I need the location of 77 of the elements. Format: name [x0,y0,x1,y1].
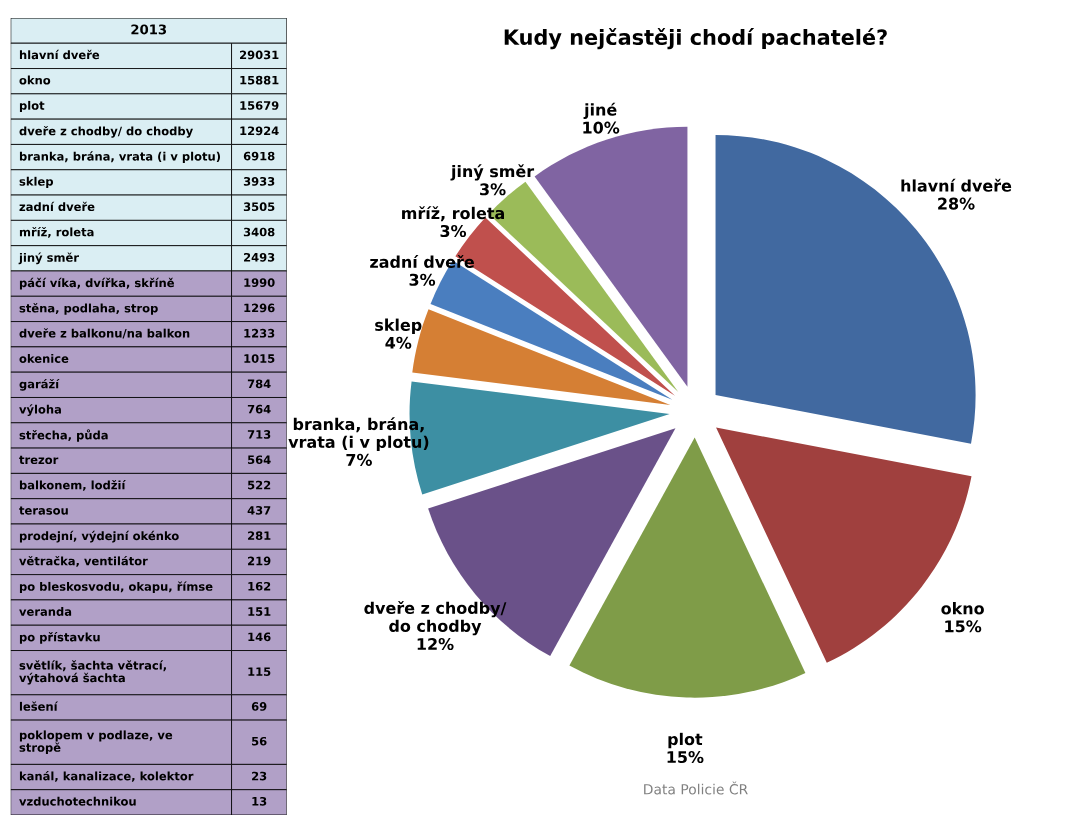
data-label: 151 [248,607,271,616]
category-label: kanál, kanalizace, kolektor [19,771,194,782]
data-label: 764 [247,404,271,414]
data-label: 1990 [244,278,275,287]
category-label: střecha, půda [19,429,108,442]
category-label: trezor [19,455,59,465]
chart-title: Kudy nejčastěji chodí pachatelé? [504,28,887,50]
data-label: 15881 [240,75,279,85]
data-label: 13 [252,796,267,806]
data-label: 4% [385,336,412,349]
category-label: stěna, podlaha, strop [19,303,158,315]
data-label: 219 [248,556,271,566]
category-label: větračka, ventilátor [19,555,148,567]
category-label: okno [19,75,51,85]
data-label: 29031 [240,50,279,60]
category-label: světlík, šachta větrací, výtahová šachta [19,660,166,685]
data-label: 522 [248,480,271,490]
slice-label: jiné [583,102,617,119]
data-label: 3% [480,183,506,196]
category-label: mříž, roleta [19,226,94,238]
slice-label: jiný směr [450,164,535,181]
data-label: 12% [417,637,454,651]
data-label: 15% [667,750,704,764]
category-label: dveře z balkonu/na balkon [19,328,190,339]
text: 2013 [131,24,167,35]
category-label: balkonem, lodžií [19,480,126,491]
data-label: 6918 [243,151,275,161]
data-label: 162 [248,581,271,591]
data-label: 10% [583,121,620,134]
category-label: dveře z chodby/ do chodby [19,125,193,138]
data-label: 3505 [243,202,275,212]
data-label: 115 [248,667,271,677]
category-label: po bleskosvodu, okapu, římse [19,581,213,594]
category-label: poklopem v podlaze, ve stropě [19,730,173,755]
category-label: okenice [19,353,69,363]
data-label: 3% [440,224,467,238]
data-label: 281 [248,531,271,540]
data-label: 1233 [244,328,275,338]
category-label: prodejní, výdejní okénko [19,530,179,543]
data-label: 146 [248,632,271,642]
data-label: 713 [247,430,271,439]
data-label: 1015 [244,354,275,363]
data-label: 56 [252,736,267,746]
data-label: 564 [248,455,271,465]
category-label: páčí víka, dvířka, skříně [19,277,174,290]
data-label: 12924 [240,126,279,136]
data-label: 15679 [240,101,279,110]
data-label: 7% [346,453,372,466]
category-label: sklep [19,176,54,188]
data-label: 3408 [243,227,275,237]
data-label: 1296 [244,303,275,313]
data-label: 23 [252,771,267,781]
slice-label: sklep [375,318,422,335]
text: Data Policie ČR [644,781,748,795]
slice-label: hlavní dveře [901,178,1012,192]
category-label: jiný směr [18,252,79,265]
category-label: branka, brána, vrata (i v plotu) [19,151,220,163]
category-label: po přístavku [19,632,100,644]
slice-label: okno [941,602,984,615]
slice-label: plot [668,732,703,749]
category-label: hlavní dveře [19,49,100,60]
category-label: vzduchotechnikou [19,796,136,806]
category-label: plot [19,100,45,113]
data-label: 69 [251,702,267,711]
category-label: veranda [19,606,72,616]
data-label: 3% [409,273,436,286]
data-label: 28% [938,197,975,210]
data-label: 15% [945,620,982,633]
category-label: terasou [19,506,68,515]
category-label: lešení [19,701,59,711]
category-label: výloha [19,404,61,416]
data-label: 3933 [243,177,275,186]
category-label: garáží [19,378,60,391]
data-label: 437 [247,505,271,515]
data-label: 2493 [244,252,275,262]
data-label: 784 [247,379,271,389]
category-label: zadní dveře [19,201,95,212]
